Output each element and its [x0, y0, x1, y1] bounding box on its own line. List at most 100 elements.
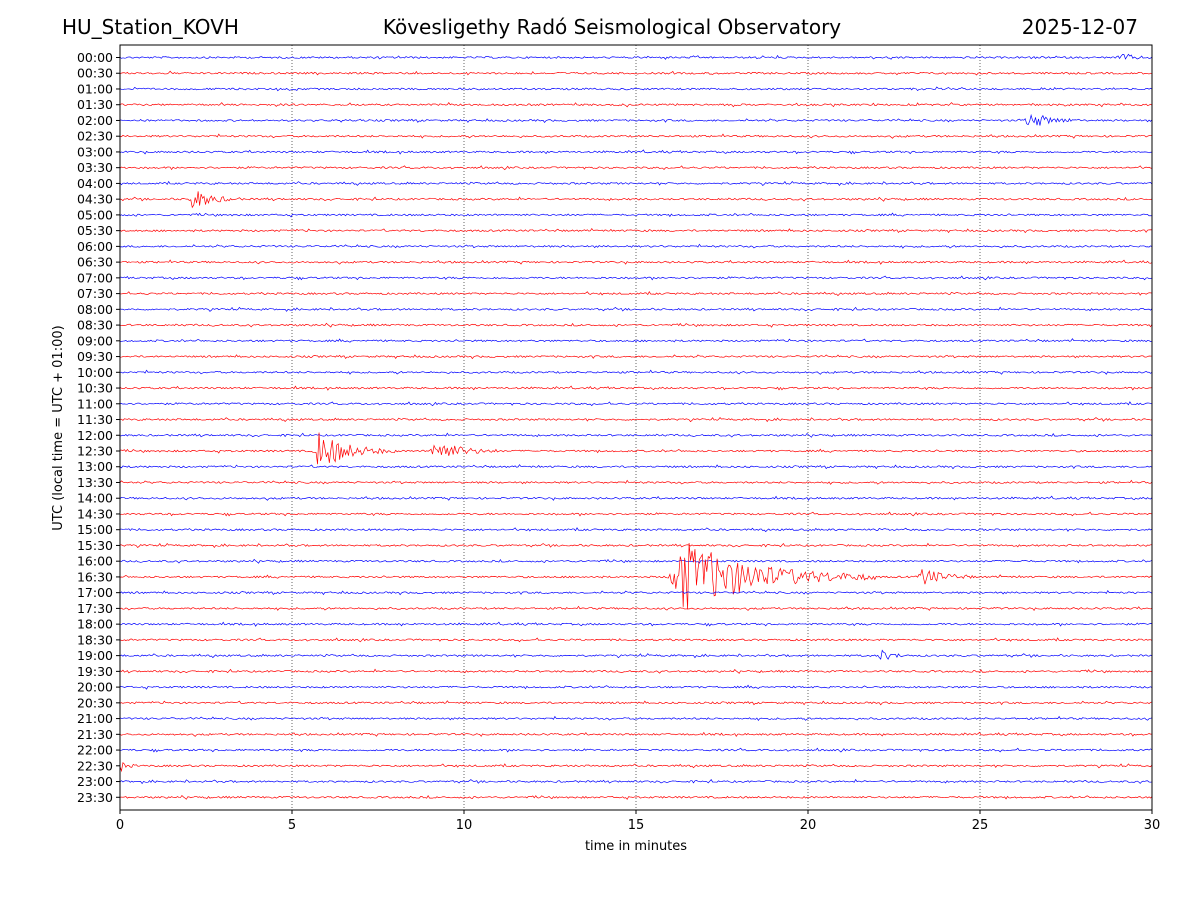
trace-0100	[119, 86, 1153, 92]
y-tick-label: 12:30	[77, 444, 113, 459]
y-tick-label: 06:30	[77, 255, 113, 270]
trace-2200	[119, 747, 1153, 753]
y-tick-label: 13:30	[77, 475, 113, 490]
trace-1230	[119, 432, 1153, 465]
trace-0030	[119, 70, 1153, 76]
y-tick-label: 19:00	[77, 648, 113, 663]
traces	[119, 53, 1153, 800]
trace-0200	[119, 113, 1153, 126]
y-tick-label: 05:00	[77, 207, 113, 222]
y-tick-label: 10:30	[77, 381, 113, 396]
grid-lines	[291, 45, 981, 810]
trace-1730	[119, 605, 1153, 612]
trace-0430	[119, 191, 1153, 209]
trace-1130	[119, 417, 1153, 423]
trace-0600	[119, 243, 1153, 249]
y-tick-label: 08:30	[77, 318, 113, 333]
trace-0400	[119, 180, 1153, 187]
trace-0930	[119, 354, 1153, 360]
y-tick-label: 01:30	[77, 97, 113, 112]
y-tick-label: 07:30	[77, 286, 113, 301]
trace-1430	[119, 511, 1153, 517]
trace-0900	[119, 338, 1153, 343]
y-tick-label: 07:00	[77, 270, 113, 285]
trace-0800	[119, 306, 1153, 312]
y-tick-label: 03:00	[77, 144, 113, 159]
y-tick-label: 19:30	[77, 664, 113, 679]
y-tick-label: 02:30	[77, 129, 113, 144]
chart-title: Kövesligethy Radó Seismological Observat…	[382, 15, 842, 39]
trace-0630	[119, 259, 1153, 265]
trace-0500	[119, 212, 1152, 218]
y-axis-label: UTC (local time = UTC + 01:00)	[51, 325, 66, 530]
trace-0830	[119, 322, 1153, 328]
y-tick-label: 12:00	[77, 428, 113, 443]
trace-0730	[119, 290, 1153, 297]
station-name: HU_Station_KOVH	[62, 15, 239, 39]
y-tick-label: 11:30	[77, 412, 113, 427]
y-tick-label: 18:30	[77, 632, 113, 647]
trace-1600	[119, 558, 1153, 564]
trace-1400	[119, 495, 1153, 501]
y-tick-label: 17:00	[77, 585, 113, 600]
trace-2330	[119, 794, 1153, 800]
y-tick-label: 11:00	[77, 396, 113, 411]
y-tick-label: 06:00	[77, 239, 113, 254]
y-tick-label: 09:00	[77, 333, 113, 348]
trace-1930	[119, 668, 1153, 674]
trace-1800	[119, 621, 1153, 627]
trace-1530	[119, 542, 1153, 549]
trace-1830	[119, 637, 1153, 643]
y-tick-label: 04:30	[77, 192, 113, 207]
y-tick-label: 22:00	[77, 743, 113, 758]
trace-1330	[119, 479, 1153, 485]
trace-1700	[119, 589, 1153, 596]
trace-1000	[119, 369, 1153, 375]
trace-0300	[119, 149, 1153, 155]
y-tick-label: 08:00	[77, 302, 113, 317]
y-tick-label: 15:00	[77, 522, 113, 537]
x-tick-label: 20	[800, 818, 817, 833]
trace-1300	[119, 464, 1153, 470]
y-tick-label: 21:30	[77, 727, 113, 742]
y-tick-label: 02:00	[77, 113, 113, 128]
y-tick-label: 01:00	[77, 81, 113, 96]
y-tick-label: 18:00	[77, 617, 113, 632]
trace-1100	[119, 401, 1153, 407]
x-axis: 0 5 10 15 20 25 30	[116, 810, 1160, 833]
trace-0000	[119, 53, 1153, 60]
trace-2000	[119, 684, 1153, 690]
y-tick-label: 00:30	[77, 66, 113, 81]
x-tick-label: 15	[628, 818, 645, 833]
y-tick-label: 15:30	[77, 538, 113, 553]
x-tick-label: 25	[972, 818, 989, 833]
x-tick-label: 5	[288, 818, 296, 833]
trace-0530	[119, 227, 1153, 234]
x-tick-label: 0	[116, 818, 124, 833]
y-tick-label: 13:00	[77, 459, 113, 474]
y-tick-label: 22:30	[77, 758, 113, 773]
y-tick-label: 14:30	[77, 506, 113, 521]
y-tick-label: 21:00	[77, 711, 113, 726]
y-tick-label: 10:00	[77, 365, 113, 380]
trace-1200	[119, 432, 1153, 438]
trace-0230	[119, 133, 1153, 139]
x-tick-label: 30	[1144, 818, 1161, 833]
y-tick-label: 03:30	[77, 160, 113, 175]
trace-1630	[119, 543, 1153, 610]
y-tick-label: 20:00	[77, 680, 113, 695]
trace-2030	[119, 700, 1153, 706]
chart-date: 2025-12-07	[1021, 15, 1138, 39]
y-tick-label: 23:30	[77, 790, 113, 805]
y-tick-label: 17:30	[77, 601, 113, 616]
trace-1030	[119, 385, 1153, 391]
y-tick-label: 20:30	[77, 695, 113, 710]
y-axis: 00:0000:3001:0001:3002:0002:3003:0003:30…	[77, 50, 120, 805]
trace-2230	[119, 762, 1153, 773]
x-tick-label: 10	[456, 818, 473, 833]
y-tick-label: 16:30	[77, 569, 113, 584]
trace-0130	[119, 102, 1153, 108]
trace-2300	[119, 778, 1153, 785]
y-tick-label: 05:30	[77, 223, 113, 238]
